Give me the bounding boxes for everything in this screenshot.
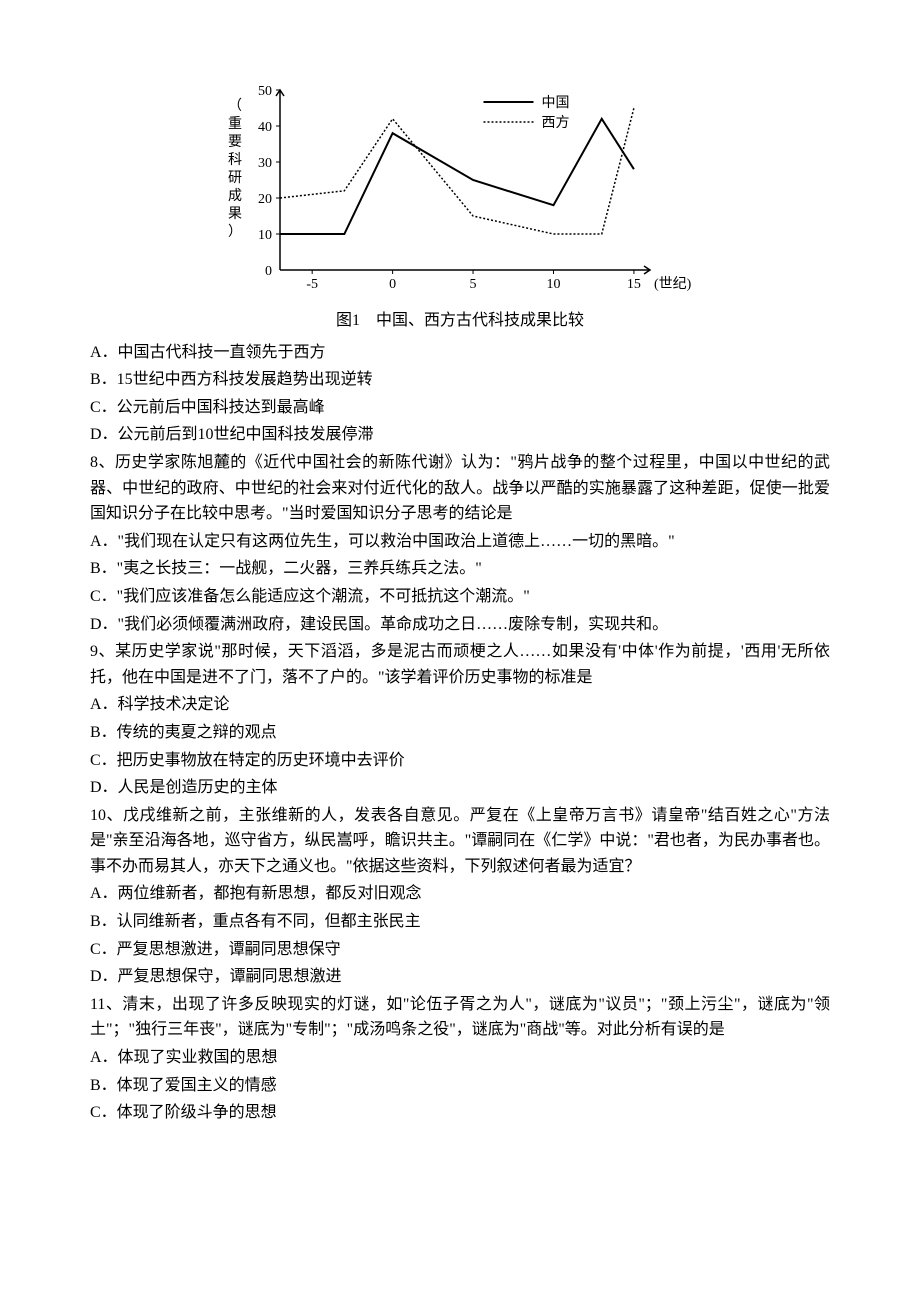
q9-option-a: A．科学技术决定论 (90, 692, 830, 718)
q8-option-a: A．"我们现在认定只有这两位先生，可以救治中国政治上道德上……一切的黑暗。" (90, 529, 830, 555)
q8-option-b: B．"夷之长技三：一战舰，二火器，三养兵练兵之法。" (90, 556, 830, 582)
svg-text:10: 10 (258, 228, 272, 243)
svg-text:30: 30 (258, 156, 272, 171)
svg-text:科: 科 (228, 152, 242, 168)
svg-text:要: 要 (228, 135, 242, 150)
q11-option-a: A．体现了实业救国的思想 (90, 1045, 830, 1071)
q9-option-b: B．传统的夷夏之辩的观点 (90, 720, 830, 746)
svg-text:15: 15 (627, 277, 641, 292)
svg-text:重: 重 (228, 116, 242, 132)
q8-option-c: C．"我们应该准备怎么能适应这个潮流，不可抵抗这个潮流。" (90, 584, 830, 610)
svg-text:5: 5 (470, 277, 477, 292)
line-chart: 10 20 30 40 50 0 -5 0 5 10 15 （ 重要科研成果 ） (世纪) 中国西方 (210, 80, 710, 300)
svg-text:40: 40 (258, 120, 272, 135)
q8-option-d: D．"我们必须倾覆满洲政府，建设民国。革命成功之日……废除专制，实现共和。 (90, 612, 830, 638)
svg-text:）: ） (228, 224, 242, 240)
q9-option-d: D．人民是创造历史的主体 (90, 775, 830, 801)
q11-option-c: C．体现了阶级斗争的思想 (90, 1100, 830, 1126)
q10-option-a: A．两位维新者，都抱有新思想，都反对旧观念 (90, 881, 830, 907)
q10-option-d: D．严复思想保守，谭嗣同思想激进 (90, 964, 830, 990)
chart-container: 10 20 30 40 50 0 -5 0 5 10 15 （ 重要科研成果 ） (世纪) 中国西方 (90, 80, 830, 300)
svg-text:10: 10 (546, 277, 560, 292)
svg-text:0: 0 (265, 264, 272, 279)
q7-option-b: B．15世纪中西方科技发展趋势出现逆转 (90, 367, 830, 393)
q10-option-b: B．认同维新者，重点各有不同，但都主张民主 (90, 909, 830, 935)
q7-option-c: C．公元前后中国科技达到最高峰 (90, 395, 830, 421)
svg-text:（: （ (228, 98, 242, 114)
svg-text:-5: -5 (306, 277, 318, 292)
svg-text:果: 果 (228, 207, 242, 222)
svg-text:西方: 西方 (542, 115, 570, 131)
q11-stem: 11、清末，出现了许多反映现实的灯谜，如"论伍子胥之为人"，谜底为"议员"；"颈… (90, 992, 830, 1043)
chart-caption: 图1 中国、西方古代科技成果比较 (90, 308, 830, 334)
svg-text:20: 20 (258, 192, 272, 207)
svg-text:研: 研 (228, 171, 242, 186)
q9-option-c: C．把历史事物放在特定的历史环境中去评价 (90, 748, 830, 774)
q9-stem: 9、某历史学家说"那时候，天下滔滔，多是泥古而顽梗之人……如果没有'中体'作为前… (90, 639, 830, 690)
q7-option-a: A．中国古代科技一直领先于西方 (90, 340, 830, 366)
svg-text:中国: 中国 (542, 95, 570, 111)
svg-text:(世纪): (世纪) (654, 276, 692, 292)
q10-stem: 10、戊戌维新之前，主张维新的人，发表各自意见。严复在《上皇帝万言书》请皇帝"结… (90, 803, 830, 880)
svg-text:成: 成 (228, 188, 242, 204)
svg-text:0: 0 (389, 277, 396, 292)
q7-option-d: D．公元前后到10世纪中国科技发展停滞 (90, 422, 830, 448)
svg-text:50: 50 (258, 84, 272, 99)
q10-option-c: C．严复思想激进，谭嗣同思想保守 (90, 937, 830, 963)
q11-option-b: B．体现了爱国主义的情感 (90, 1073, 830, 1099)
q8-stem: 8、历史学家陈旭麓的《近代中国社会的新陈代谢》认为："鸦片战争的整个过程里，中国… (90, 450, 830, 527)
